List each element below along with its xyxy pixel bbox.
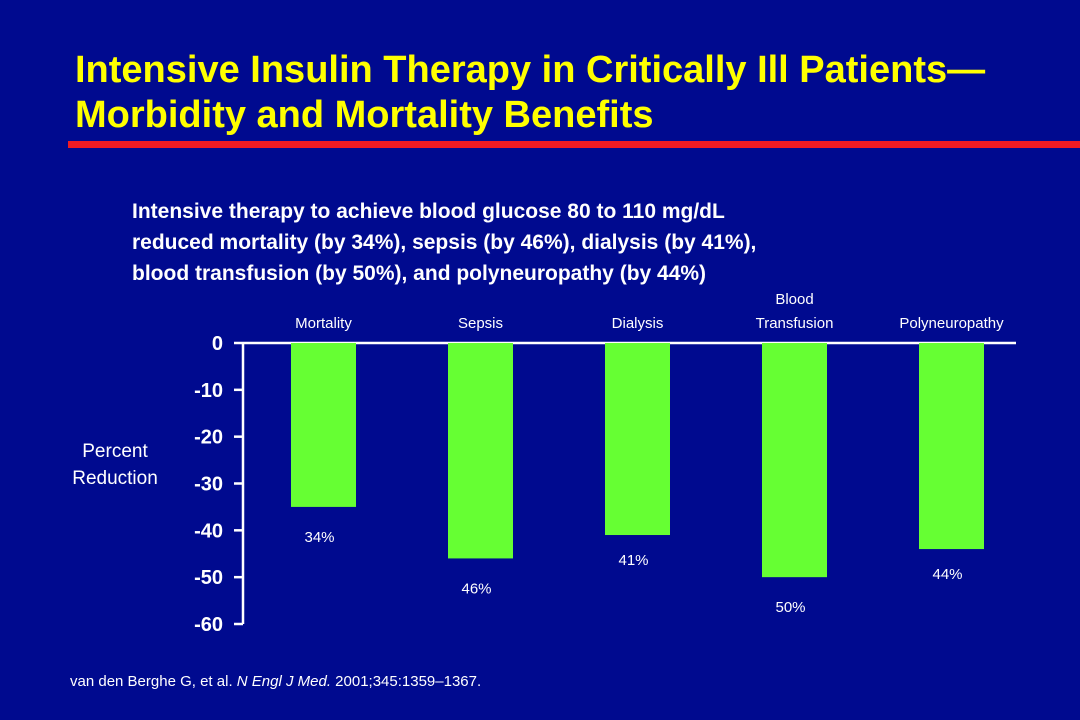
data-label: 41%: [618, 552, 648, 569]
category-label: Mortality: [295, 315, 352, 332]
y-tick-label: -10: [194, 380, 223, 402]
subtitle-line: reduced mortality (by 34%), sepsis (by 4…: [132, 231, 757, 254]
data-label: 34%: [304, 529, 334, 546]
data-label: 46%: [461, 580, 491, 597]
y-tick-label: -60: [194, 614, 223, 636]
bar: [919, 343, 984, 550]
y-axis-label: Percent Reduction: [30, 438, 200, 492]
y-axis-label-line: Reduction: [72, 468, 158, 489]
citation-authors: van den Berghe G, et al.: [70, 673, 233, 690]
page-title: Intensive Insulin Therapy in Critically …: [75, 49, 986, 136]
category-label: Sepsis: [458, 315, 503, 332]
citation: van den Berghe G, et al. N Engl J Med. 2…: [70, 673, 970, 690]
data-label: 50%: [775, 599, 805, 616]
subtitle-line: blood transfusion (by 50%), and polyneur…: [132, 262, 707, 285]
y-tick-label: -30: [194, 474, 223, 496]
data-label: 44%: [932, 566, 962, 583]
bar: [291, 343, 356, 507]
y-tick-label: -40: [194, 520, 223, 542]
y-axis-label-line: Percent: [82, 441, 148, 462]
y-tick-label: -20: [194, 427, 223, 449]
bar: [762, 343, 827, 578]
title-divider: [68, 141, 1080, 148]
y-tick-label: -50: [194, 567, 223, 589]
category-label: Blood: [775, 291, 813, 308]
bar: [448, 343, 513, 559]
y-tick-label: 0: [212, 333, 223, 355]
bar: [605, 343, 670, 536]
subtitle-line: Intensive therapy to achieve blood gluco…: [132, 200, 725, 223]
chart-subtitle: Intensive therapy to achieve blood gluco…: [132, 196, 1032, 289]
citation-details: 2001;345:1359–1367.: [335, 673, 482, 690]
citation-journal: N Engl J Med.: [236, 673, 331, 690]
category-label: Polyneuropathy: [899, 315, 1004, 332]
category-label: Transfusion: [756, 315, 834, 332]
category-label: Dialysis: [612, 315, 664, 332]
